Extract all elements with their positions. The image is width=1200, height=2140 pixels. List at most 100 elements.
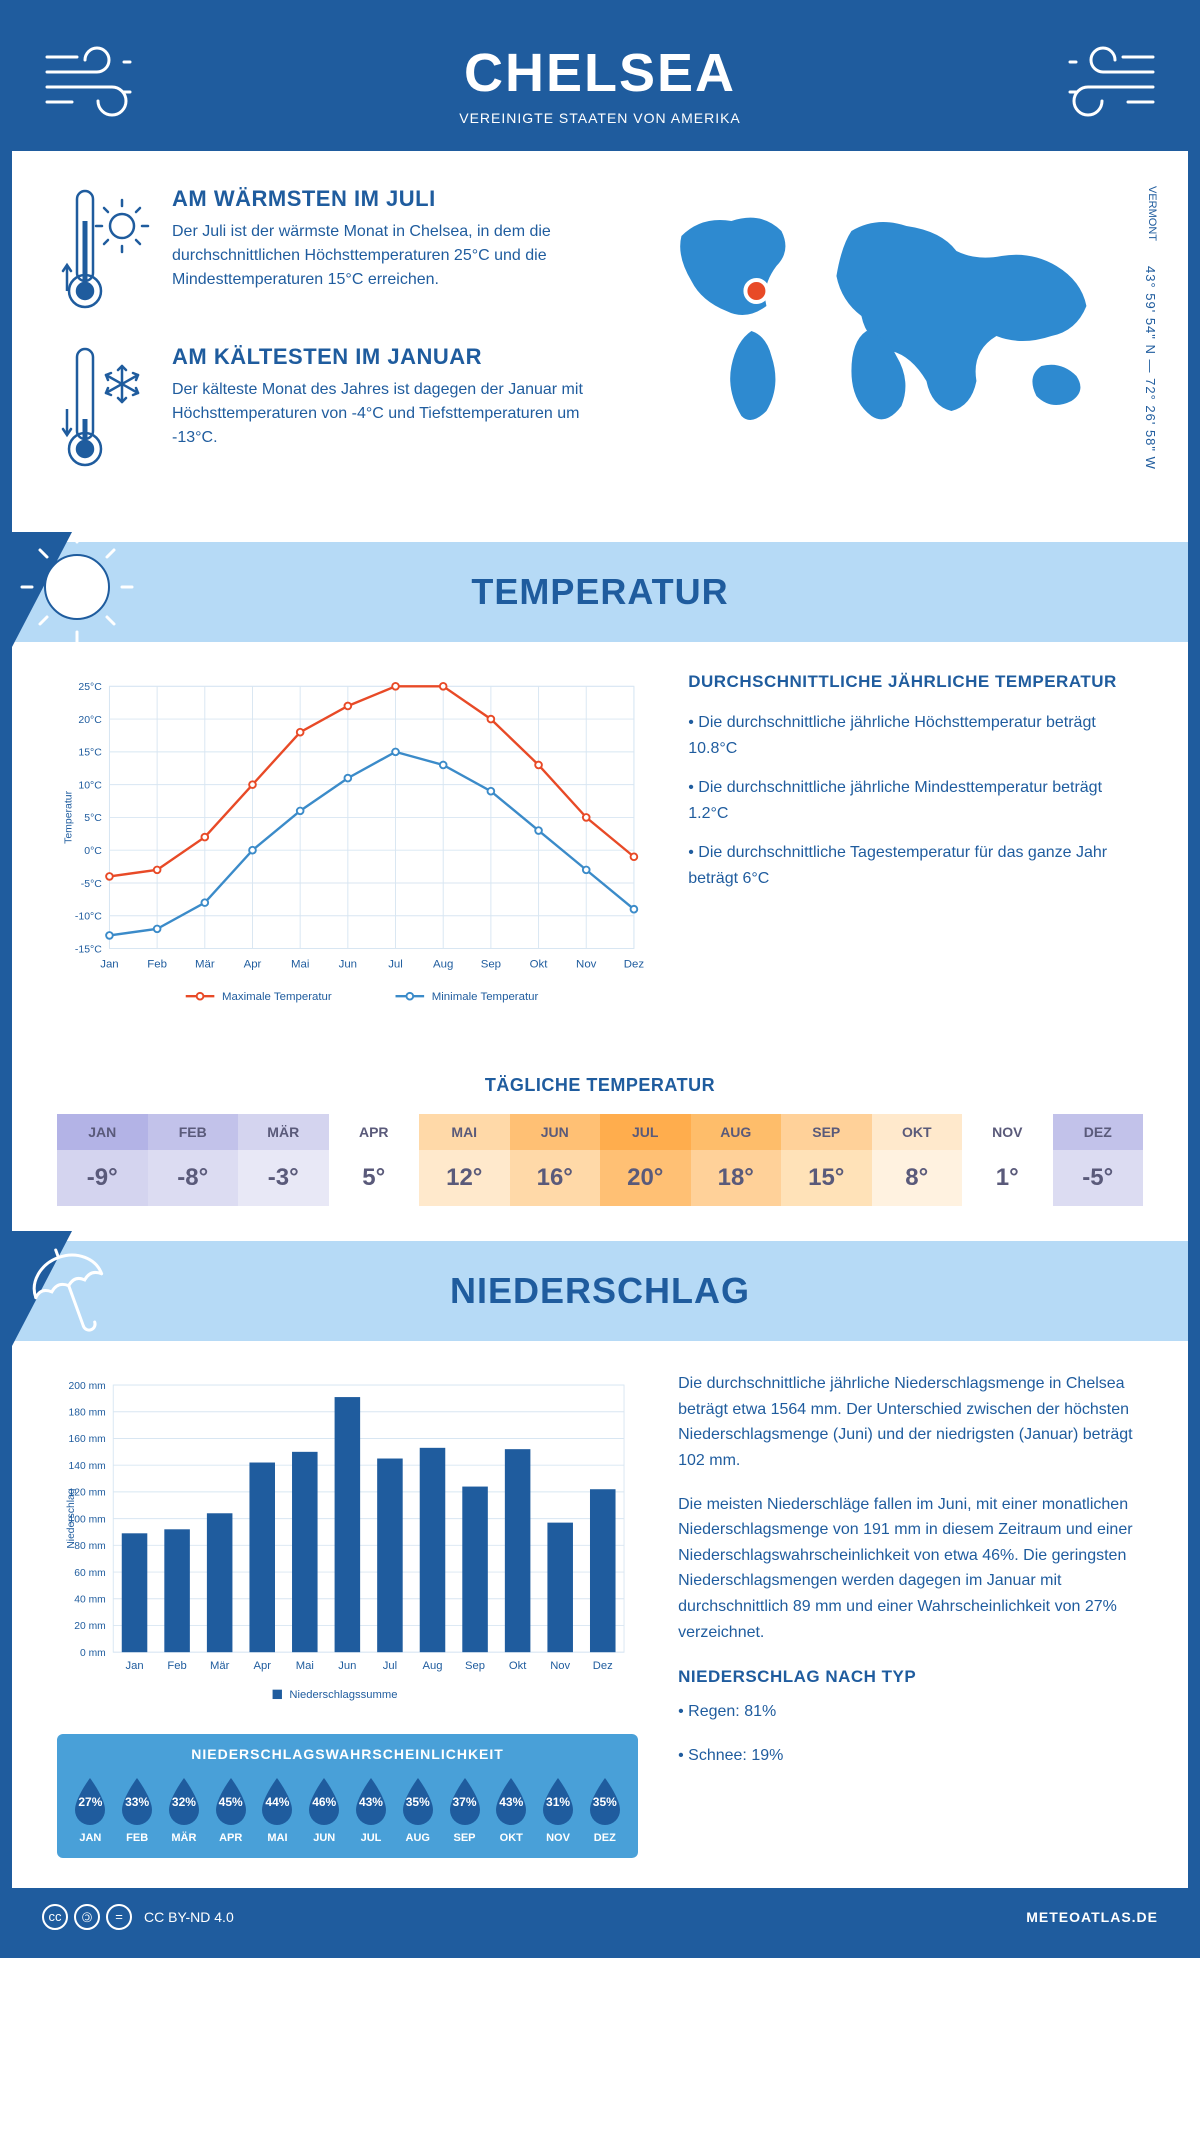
probability-item: 43% JUL — [348, 1774, 395, 1844]
svg-text:0 mm: 0 mm — [80, 1648, 106, 1659]
svg-text:10°C: 10°C — [78, 780, 102, 791]
warmest-block: AM WÄRMSTEN IM JULI Der Juli ist der wär… — [57, 186, 610, 316]
thermometer-cold-icon — [57, 344, 152, 474]
svg-text:Mär: Mär — [210, 1660, 230, 1672]
sun-icon — [12, 532, 162, 662]
daily-temp-grid: JAN -9° FEB -8° MÄR -3° APR 5° MAI 12° J… — [57, 1114, 1143, 1206]
svg-text:Jan: Jan — [100, 959, 118, 971]
daily-cell: JUN 16° — [510, 1114, 601, 1206]
wind-icon-right — [1048, 37, 1158, 127]
precip-type-point: • Schnee: 19% — [678, 1743, 1143, 1769]
umbrella-icon — [12, 1231, 162, 1361]
probability-item: 37% SEP — [441, 1774, 488, 1844]
precip-banner: NIEDERSCHLAG — [12, 1241, 1188, 1341]
svg-text:Feb: Feb — [167, 1660, 186, 1672]
world-map — [640, 186, 1143, 446]
svg-text:Apr: Apr — [244, 959, 262, 971]
footer: cc 🄯 = CC BY-ND 4.0 METEOATLAS.DE — [12, 1888, 1188, 1946]
page-title: CHELSEA — [32, 42, 1168, 104]
coldest-text: Der kälteste Monat des Jahres ist dagege… — [172, 378, 610, 450]
license-text: CC BY-ND 4.0 — [144, 1909, 234, 1925]
thermometer-hot-icon — [57, 186, 152, 316]
daily-cell: MAI 12° — [419, 1114, 510, 1206]
temperature-chart: -15°C-10°C-5°C0°C5°C10°C15°C20°C25°CJanF… — [57, 672, 648, 1020]
svg-text:Jun: Jun — [338, 1660, 356, 1672]
probability-item: 32% MÄR — [161, 1774, 208, 1844]
svg-text:Jul: Jul — [383, 1660, 397, 1672]
svg-text:25°C: 25°C — [78, 682, 102, 693]
precip-heading: NIEDERSCHLAG — [450, 1270, 750, 1312]
wind-icon-left — [42, 37, 152, 127]
svg-text:140 mm: 140 mm — [69, 1461, 106, 1472]
svg-text:5°C: 5°C — [84, 813, 102, 824]
probability-box: NIEDERSCHLAGSWAHRSCHEINLICHKEIT 27% JAN … — [57, 1734, 638, 1858]
daily-cell: FEB -8° — [148, 1114, 239, 1206]
svg-text:200 mm: 200 mm — [69, 1381, 106, 1392]
svg-text:Aug: Aug — [433, 959, 453, 971]
header: CHELSEA VEREINIGTE STAATEN VON AMERIKA — [12, 12, 1188, 151]
svg-text:Mai: Mai — [296, 1660, 314, 1672]
svg-text:Okt: Okt — [509, 1660, 527, 1672]
svg-text:Minimale Temperatur: Minimale Temperatur — [432, 991, 539, 1003]
daily-cell: SEP 15° — [781, 1114, 872, 1206]
warmest-title: AM WÄRMSTEN IM JULI — [172, 186, 610, 212]
daily-temp-title: TÄGLICHE TEMPERATUR — [12, 1075, 1188, 1096]
cc-icon: cc — [42, 1904, 68, 1930]
daily-cell: AUG 18° — [691, 1114, 782, 1206]
svg-text:Apr: Apr — [253, 1660, 271, 1672]
by-icon: 🄯 — [74, 1904, 100, 1930]
svg-text:180 mm: 180 mm — [69, 1408, 106, 1419]
probability-title: NIEDERSCHLAGSWAHRSCHEINLICHKEIT — [67, 1746, 628, 1762]
daily-cell: DEZ -5° — [1053, 1114, 1144, 1206]
temp-info-point: • Die durchschnittliche Tagestemperatur … — [688, 840, 1143, 891]
svg-text:Okt: Okt — [530, 959, 549, 971]
daily-cell: APR 5° — [329, 1114, 420, 1206]
probability-item: 44% MAI — [254, 1774, 301, 1844]
svg-text:-15°C: -15°C — [75, 944, 102, 955]
coldest-block: AM KÄLTESTEN IM JANUAR Der kälteste Mona… — [57, 344, 610, 474]
region-label: VERMONT — [1146, 186, 1158, 241]
probability-item: 45% APR — [207, 1774, 254, 1844]
svg-text:Aug: Aug — [422, 1660, 442, 1672]
warmest-text: Der Juli ist der wärmste Monat in Chelse… — [172, 220, 610, 292]
svg-text:Nov: Nov — [550, 1660, 570, 1672]
temp-info-point: • Die durchschnittliche jährliche Mindes… — [688, 775, 1143, 826]
daily-cell: JUL 20° — [600, 1114, 691, 1206]
nd-icon: = — [106, 1904, 132, 1930]
probability-item: 43% OKT — [488, 1774, 535, 1844]
probability-item: 27% JAN — [67, 1774, 114, 1844]
svg-text:-10°C: -10°C — [75, 912, 102, 923]
temp-info-title: DURCHSCHNITTLICHE JÄHRLICHE TEMPERATUR — [688, 672, 1143, 692]
svg-text:Sep: Sep — [465, 1660, 485, 1672]
daily-cell: JAN -9° — [57, 1114, 148, 1206]
temperature-info: DURCHSCHNITTLICHE JÄHRLICHE TEMPERATUR •… — [688, 672, 1143, 1020]
svg-text:Dez: Dez — [624, 959, 645, 971]
brand-text: METEOATLAS.DE — [1026, 1909, 1158, 1925]
precip-text-1: Die durchschnittliche jährliche Niedersc… — [678, 1371, 1143, 1473]
location-marker — [746, 280, 768, 302]
daily-cell: OKT 8° — [872, 1114, 963, 1206]
probability-item: 35% DEZ — [581, 1774, 628, 1844]
svg-text:60 mm: 60 mm — [74, 1568, 105, 1579]
svg-text:Feb: Feb — [147, 959, 167, 971]
svg-text:Mär: Mär — [195, 959, 215, 971]
daily-cell: MÄR -3° — [238, 1114, 329, 1206]
probability-item: 35% AUG — [394, 1774, 441, 1844]
page-subtitle: VEREINIGTE STAATEN VON AMERIKA — [32, 110, 1168, 126]
svg-text:15°C: 15°C — [78, 748, 102, 759]
svg-text:Dez: Dez — [593, 1660, 613, 1672]
svg-text:Jun: Jun — [339, 959, 357, 971]
precip-info: Die durchschnittliche jährliche Niedersc… — [678, 1371, 1143, 1857]
svg-text:Niederschlag: Niederschlag — [66, 1489, 77, 1549]
svg-text:Niederschlagssumme: Niederschlagssumme — [289, 1689, 397, 1701]
coords-label: 43° 59' 54" N — 72° 26' 58" W — [1143, 266, 1158, 470]
svg-text:Mai: Mai — [291, 959, 309, 971]
svg-text:80 mm: 80 mm — [74, 1541, 105, 1552]
temperature-heading: TEMPERATUR — [471, 571, 728, 613]
svg-text:20 mm: 20 mm — [74, 1621, 105, 1632]
page-frame: CHELSEA VEREINIGTE STAATEN VON AMERIKA A… — [0, 0, 1200, 1958]
precip-type-point: • Regen: 81% — [678, 1699, 1143, 1725]
precip-text-2: Die meisten Niederschläge fallen im Juni… — [678, 1492, 1143, 1646]
precipitation-chart: 0 mm20 mm40 mm60 mm80 mm100 mm120 mm140 … — [57, 1371, 638, 1713]
svg-text:Jan: Jan — [125, 1660, 143, 1672]
